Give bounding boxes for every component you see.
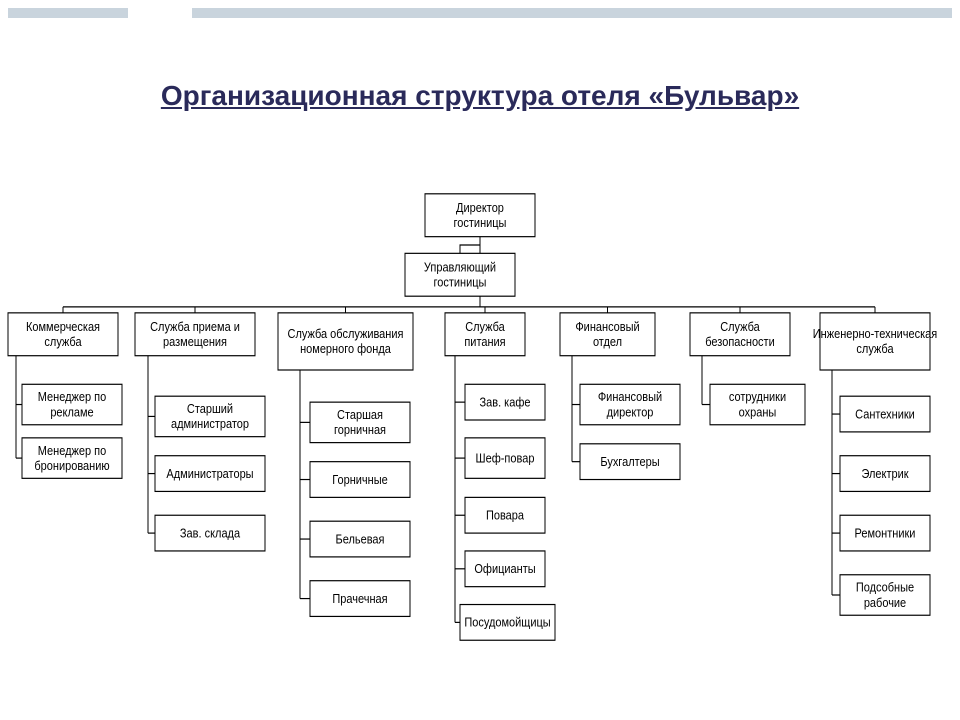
org-node-label: Директоргостиницы bbox=[454, 200, 507, 230]
org-node: Зав. кафе bbox=[465, 384, 545, 420]
org-node-label: Бухгалтеры bbox=[600, 454, 659, 469]
org-node-label: Прачечная bbox=[332, 591, 387, 606]
org-node: Финансовыйдиректор bbox=[580, 384, 680, 424]
org-node: Бельевая bbox=[310, 521, 410, 557]
org-node: Директоргостиницы bbox=[425, 194, 535, 237]
org-node-label: Зав. склада bbox=[180, 525, 240, 540]
org-node-label: Горничные bbox=[332, 472, 388, 487]
org-node-label: Ремонтники bbox=[855, 525, 916, 540]
org-node: Службапитания bbox=[445, 313, 525, 356]
org-node: Подсобныерабочие bbox=[840, 575, 930, 615]
org-node-label: Сантехники bbox=[855, 406, 915, 421]
org-node: Старшийадминистратор bbox=[155, 396, 265, 436]
org-node-label: Администраторы bbox=[166, 466, 253, 481]
org-node-label: Финансовыйдиректор bbox=[598, 389, 662, 419]
org-node-label: Бельевая bbox=[336, 531, 385, 546]
org-node: Финансовыйотдел bbox=[560, 313, 655, 356]
org-node-label: Старшаягорничная bbox=[334, 407, 386, 437]
org-node-label: Шеф-повар bbox=[476, 450, 535, 465]
org-node-label: Служба обслуживанияномерного фонда bbox=[288, 326, 404, 356]
org-edge bbox=[460, 237, 480, 254]
org-node-label: Управляющийгостиницы bbox=[424, 260, 496, 290]
org-node: Инженерно-техническаяслужба bbox=[813, 313, 937, 370]
org-node: Электрик bbox=[840, 456, 930, 492]
org-node-label: Менеджер побронированию bbox=[34, 443, 109, 473]
org-chart: Директоргостиницы Управляющийгостиницы Ком… bbox=[0, 170, 960, 670]
org-node-label: Зав. кафе bbox=[480, 394, 531, 409]
org-node: сотрудникиохраны bbox=[710, 384, 805, 424]
org-node: Службабезопасности bbox=[690, 313, 790, 356]
org-node: Управляющийгостиницы bbox=[405, 253, 515, 296]
org-node: Официанты bbox=[465, 551, 545, 587]
org-node: Служба обслуживанияномерного фонда bbox=[278, 313, 413, 370]
org-node: Посудомойщицы bbox=[460, 605, 555, 641]
org-node: Менеджер порекламе bbox=[22, 384, 122, 424]
org-node: Горничные bbox=[310, 462, 410, 498]
org-node-label: Служба приема иразмещения bbox=[150, 319, 240, 349]
org-node: Сантехники bbox=[840, 396, 930, 432]
org-node: Зав. склада bbox=[155, 515, 265, 551]
org-node: Коммерческаяслужба bbox=[8, 313, 118, 356]
org-node: Повара bbox=[465, 497, 545, 533]
org-node: Ремонтники bbox=[840, 515, 930, 551]
org-node-label: Электрик bbox=[861, 466, 909, 481]
org-node-label: Подсобныерабочие bbox=[856, 580, 915, 610]
org-node: Шеф-повар bbox=[465, 438, 545, 478]
org-node: Бухгалтеры bbox=[580, 444, 680, 480]
org-node: Менеджер побронированию bbox=[22, 438, 122, 478]
org-node: Администраторы bbox=[155, 456, 265, 492]
page-title: Организационная структура отеля «Бульвар… bbox=[0, 80, 960, 112]
org-node: Служба приема иразмещения bbox=[135, 313, 255, 356]
top-decoration-left bbox=[8, 8, 128, 18]
org-node-label: Повара bbox=[486, 508, 524, 523]
top-decoration-right bbox=[192, 8, 952, 18]
org-node-label: Официанты bbox=[474, 561, 535, 576]
org-node: Прачечная bbox=[310, 581, 410, 617]
org-node-label: Службапитания bbox=[464, 319, 505, 349]
org-node: Старшаягорничная bbox=[310, 402, 410, 442]
org-node-label: Посудомойщицы bbox=[464, 615, 550, 630]
